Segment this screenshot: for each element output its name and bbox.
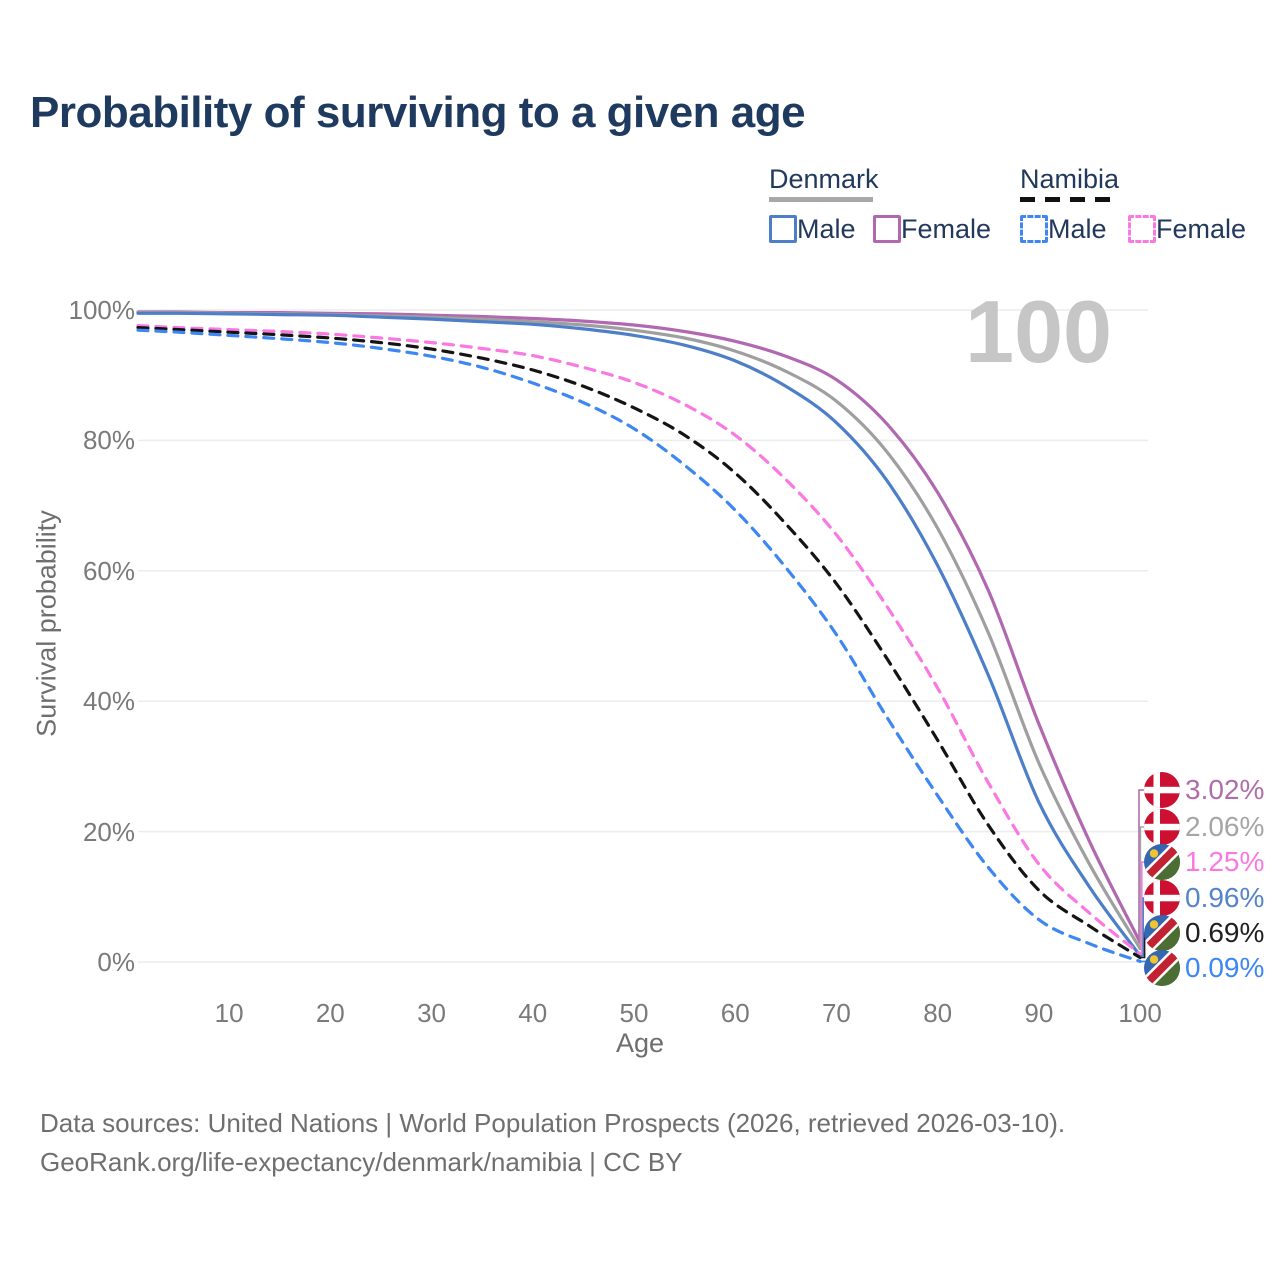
legend-denmark-header: Denmark bbox=[769, 164, 879, 194]
denmark-male-swatch-icon bbox=[769, 215, 797, 243]
end-label-row: 0.96% bbox=[1144, 880, 1264, 916]
denmark-female-curve bbox=[136, 310, 1142, 944]
legend-denmark-male: Male bbox=[769, 213, 856, 244]
y-tick-label: 100% bbox=[68, 295, 136, 325]
end-label-value: 2.06% bbox=[1185, 811, 1265, 842]
denmark-male-curve bbox=[136, 311, 1142, 958]
legend-label: Female bbox=[1156, 213, 1247, 244]
end-label-row: 0.09% bbox=[1144, 950, 1264, 986]
x-tick-label: 20 bbox=[315, 998, 345, 1028]
denmark-flag-icon bbox=[1144, 772, 1180, 808]
x-axis-title: Age bbox=[615, 1028, 665, 1058]
x-tick-label: 40 bbox=[518, 998, 548, 1028]
namibia-both-sexes-curve bbox=[136, 326, 1142, 960]
namibia-line-sample bbox=[1020, 197, 1116, 202]
x-tick-label: 70 bbox=[821, 998, 851, 1028]
y-tick-label: 60% bbox=[82, 555, 135, 586]
y-tick-label: 20% bbox=[82, 816, 135, 847]
x-tick-label: 90 bbox=[1024, 998, 1054, 1028]
x-tick-label: 10 bbox=[214, 998, 244, 1028]
y-tick-label: 0% bbox=[97, 947, 135, 977]
legend-label: Female bbox=[901, 213, 992, 244]
end-label-row: 0.69% bbox=[1144, 915, 1264, 951]
x-tick-label: 100 bbox=[1118, 998, 1162, 1028]
end-label-value: 3.02% bbox=[1185, 774, 1265, 805]
x-tick-label: 60 bbox=[720, 998, 750, 1028]
end-label-row: 1.25% bbox=[1144, 844, 1264, 880]
data-sources-text: Data sources: United Nations | World Pop… bbox=[40, 1108, 1066, 1138]
denmark-flag-icon bbox=[1144, 809, 1180, 845]
end-label-value: 0.96% bbox=[1185, 882, 1265, 913]
denmark-both-sexes-curve bbox=[136, 310, 1142, 951]
legend-namibia-male: Male bbox=[1020, 213, 1107, 244]
namibia-male-curve bbox=[136, 328, 1142, 963]
denmark-flag-icon bbox=[1144, 880, 1180, 916]
namibia-female-swatch-icon bbox=[1128, 215, 1156, 243]
denmark-line-sample bbox=[769, 197, 873, 202]
end-label-value: 1.25% bbox=[1185, 846, 1265, 877]
namibia-flag-icon bbox=[1144, 844, 1180, 880]
legend-namibia-female: Female bbox=[1128, 213, 1247, 244]
namibia-flag-icon bbox=[1144, 950, 1180, 986]
end-label-row: 3.02% bbox=[1144, 772, 1264, 808]
denmark-female-swatch-icon bbox=[873, 215, 901, 243]
legend-label: Male bbox=[797, 213, 856, 244]
x-tick-label: 80 bbox=[923, 998, 953, 1028]
y-tick-label: 40% bbox=[82, 686, 135, 717]
end-label-row: 2.06% bbox=[1144, 809, 1264, 845]
legend-namibia-header: Namibia bbox=[1020, 164, 1120, 194]
legend-label: Male bbox=[1048, 213, 1107, 244]
end-label-value: 0.09% bbox=[1185, 952, 1265, 983]
attribution-text: GeoRank.org/life-expectancy/denmark/nami… bbox=[40, 1147, 683, 1177]
age-watermark: 100 bbox=[965, 282, 1112, 381]
x-tick-label: 30 bbox=[417, 998, 446, 1028]
namibia-male-swatch-icon bbox=[1020, 215, 1048, 243]
end-label-value: 0.69% bbox=[1185, 917, 1265, 948]
legend-denmark-female: Female bbox=[873, 213, 992, 244]
namibia-flag-icon bbox=[1144, 915, 1180, 951]
namibia-female-curve bbox=[136, 324, 1142, 956]
x-tick-label: 50 bbox=[619, 998, 649, 1028]
page-title: Probability of surviving to a given age bbox=[30, 88, 806, 137]
y-axis-title: Survival probability bbox=[31, 510, 62, 737]
y-tick-label: 80% bbox=[82, 425, 135, 456]
